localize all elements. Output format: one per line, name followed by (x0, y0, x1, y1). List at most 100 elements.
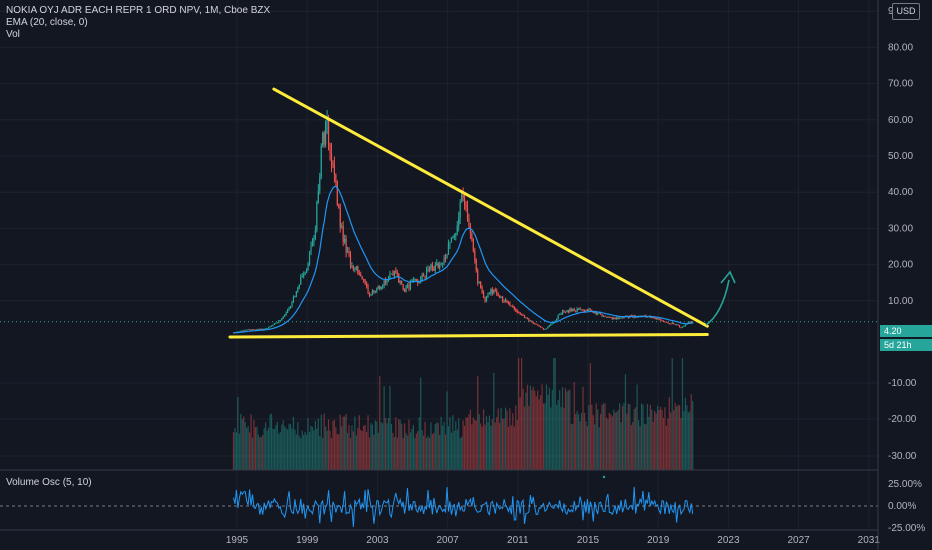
volume-bar (246, 428, 248, 470)
volume-bar (358, 415, 360, 470)
candle-body (564, 311, 567, 313)
candle-body (313, 237, 315, 243)
volume-bar (684, 397, 687, 470)
candle-body (335, 174, 337, 182)
volume-bar (569, 389, 571, 470)
volume-bar (232, 432, 235, 470)
candle-body (592, 311, 594, 313)
volume-bar (273, 429, 276, 470)
volume-bar (532, 386, 534, 470)
volume-bar (651, 409, 653, 470)
volume-bar (425, 438, 428, 470)
candle-body (338, 204, 340, 209)
candle-body (506, 299, 508, 303)
vol-tick-label: -30.00 (888, 451, 917, 462)
candle-body (456, 225, 458, 233)
volume-bar (680, 418, 682, 470)
candle-body (588, 309, 590, 311)
volume-bar (618, 403, 621, 470)
candle-body (623, 316, 625, 319)
volume-bar (582, 386, 584, 470)
volume-bar (639, 426, 641, 470)
volume-bar (665, 425, 667, 470)
volume-bars (232, 358, 694, 470)
candle-body (317, 191, 319, 203)
candle-body (544, 329, 546, 330)
candle-body (683, 326, 685, 327)
volume-bar (649, 404, 651, 470)
volume-bar (314, 420, 316, 470)
candle-body (399, 281, 401, 283)
candle-body (323, 132, 325, 145)
volume-bar (640, 403, 643, 470)
osc-tick-label: 0.00% (888, 501, 916, 512)
vol-legend[interactable]: Vol (6, 29, 20, 40)
candle-body (566, 310, 568, 312)
volume-osc-legend[interactable]: Volume Osc (5, 10) (6, 477, 92, 488)
candle-body (551, 323, 553, 325)
candle-body (246, 329, 248, 331)
volume-bar (544, 403, 546, 470)
candle-body (263, 328, 265, 330)
x-tick-label: 2031 (858, 535, 881, 546)
volume-bar (452, 415, 454, 470)
candle-body (523, 315, 526, 318)
volume-bar (298, 435, 300, 470)
candle-body (541, 327, 543, 329)
volume-bar (341, 426, 343, 470)
candle-body (496, 290, 498, 294)
volume-bar (292, 416, 295, 470)
candle-body (269, 326, 271, 328)
volume-bar (357, 428, 359, 470)
candle-body (684, 324, 687, 327)
volume-bar (444, 434, 447, 470)
candle-body (450, 237, 453, 243)
volume-bar (550, 407, 552, 470)
volume-bar (326, 430, 328, 470)
candle-body (308, 254, 311, 264)
ema-legend[interactable]: EMA (20, close, 0) (6, 17, 88, 28)
volume-bar (428, 437, 431, 470)
volume-bar (303, 434, 305, 470)
candle-body (346, 251, 349, 253)
candle-body (599, 313, 602, 315)
volume-bar (382, 423, 384, 470)
volume-bar (633, 409, 635, 470)
candle-body (667, 322, 669, 324)
candle-body (591, 309, 593, 312)
volume-osc-line (233, 486, 694, 528)
candle-body (374, 291, 376, 293)
candle-body (594, 311, 596, 313)
symbol-title[interactable]: NOKIA OYJ ADR EACH REPR 1 ORD NPV, 1M, C… (6, 5, 271, 16)
candle-body (575, 310, 577, 312)
candle-body (662, 321, 665, 322)
volume-bar (332, 420, 334, 470)
candle-body (414, 279, 416, 280)
candle-body (358, 272, 360, 275)
candle-body (404, 289, 406, 292)
candle-body (531, 320, 533, 322)
y-tick-label: 40.00 (888, 187, 913, 198)
candle-body (262, 328, 264, 330)
candle-body (491, 289, 493, 294)
candle-body (469, 225, 472, 234)
volume-bar (364, 424, 366, 470)
candle-body (487, 293, 489, 298)
candle-body (279, 320, 281, 322)
volume-bar (597, 409, 599, 470)
volume-bar (291, 428, 293, 470)
volume-bar (307, 418, 309, 470)
candle-body (580, 309, 583, 311)
volume-bar (676, 406, 678, 470)
volume-bar (482, 409, 485, 470)
candle-body (266, 328, 268, 330)
volume-bar (418, 417, 420, 470)
candle-body (444, 257, 447, 259)
volume-bar (317, 418, 319, 470)
volume-bar (440, 416, 442, 470)
currency-button[interactable]: USD (892, 3, 920, 20)
candle-body (253, 329, 255, 331)
volume-bar (559, 390, 561, 470)
candle-body (537, 324, 539, 326)
